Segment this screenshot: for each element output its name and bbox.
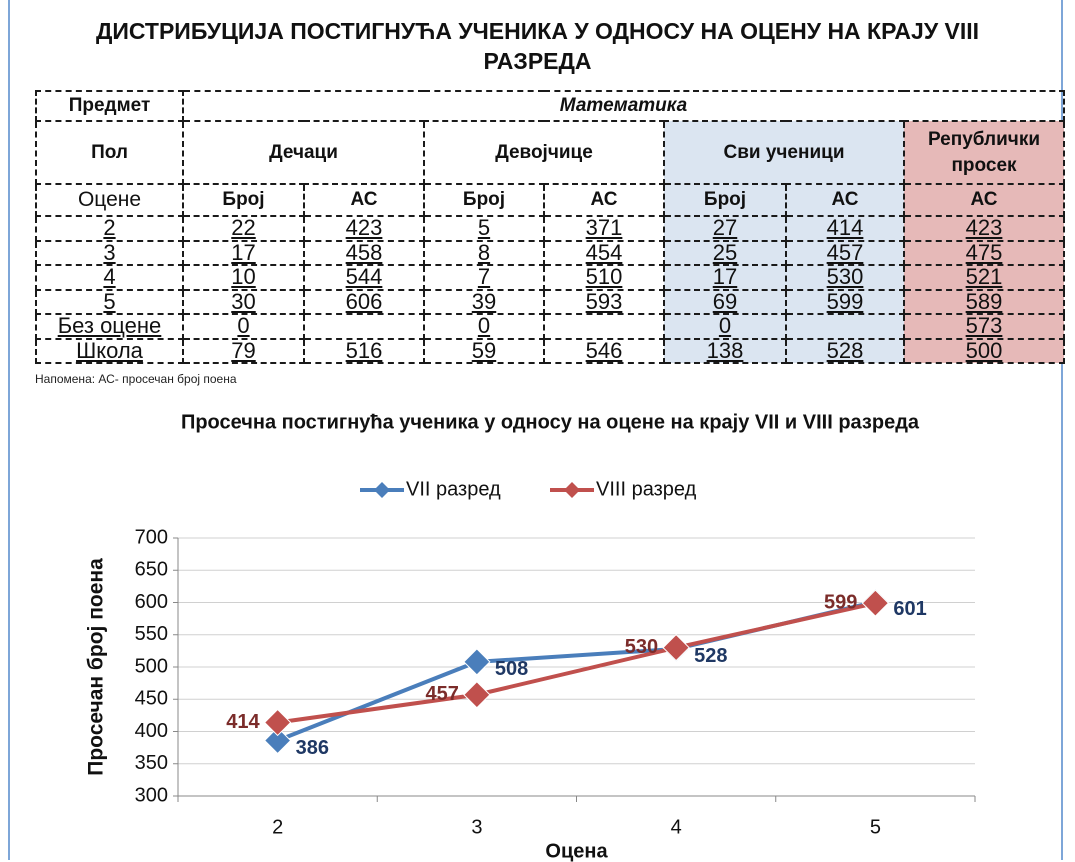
marker (263, 726, 292, 755)
y-tick-label: 550 (135, 623, 168, 645)
cell: 59 (423, 337, 545, 364)
series-line (277, 601, 876, 725)
cell: Математика (182, 90, 1065, 122)
cell: 423 (303, 215, 425, 242)
cell (543, 313, 665, 340)
cell: 500 (903, 337, 1065, 364)
cell: 5 (35, 288, 184, 315)
cell: 475 (903, 239, 1065, 266)
data-label: 528 (694, 645, 727, 667)
cell: Број (423, 183, 545, 217)
cell: Дечаци (182, 120, 425, 185)
cell: 3 (35, 239, 184, 266)
y-tick-label: 500 (135, 655, 168, 677)
cell: 516 (303, 337, 425, 364)
y-tick-label: 600 (135, 591, 168, 613)
data-label: 508 (495, 658, 528, 680)
cell: Девојчице (423, 120, 665, 185)
cell: 39 (423, 288, 545, 315)
legend-marker (374, 482, 390, 498)
cell: 22 (182, 215, 305, 242)
data-label: 599 (824, 591, 857, 613)
marker (463, 681, 491, 709)
data-label: 530 (625, 636, 658, 658)
cell: Школа (35, 337, 184, 364)
data-label: 386 (296, 737, 329, 759)
cell: 521 (903, 264, 1065, 291)
cell: 528 (785, 337, 905, 364)
x-tick-label: 5 (870, 816, 881, 838)
cell: АС (543, 183, 665, 217)
cell: Предмет (35, 90, 184, 122)
cell: 606 (303, 288, 425, 315)
title: ДИСТРИБУЦИЈА ПОСТИГНУЋА УЧЕНИКА У ОДНОСУ… (95, 18, 980, 74)
cell: 79 (182, 337, 305, 364)
legend-label: VIII разред (596, 478, 697, 500)
cell: 2 (35, 215, 184, 242)
chart-title: Просечна постигнућа ученика у односу на … (181, 411, 920, 433)
legend-marker (564, 482, 580, 498)
cell: Републички просек (903, 120, 1065, 185)
cell: 17 (182, 239, 305, 266)
cell: Без оцене (35, 313, 184, 340)
cell: Оцене (35, 183, 184, 217)
cell: 5 (423, 215, 545, 242)
frame (8, 0, 1063, 860)
y-tick-label: 700 (135, 526, 168, 548)
y-tick-label: 350 (135, 752, 168, 774)
y-tick-label: 400 (135, 720, 168, 742)
cell: АС (903, 183, 1065, 217)
cell: 27 (663, 215, 787, 242)
marker (463, 648, 491, 676)
cell: Број (182, 183, 305, 217)
cell: 25 (663, 239, 787, 266)
marker (263, 708, 292, 737)
cell: 589 (903, 288, 1065, 315)
data-label: 601 (893, 598, 926, 620)
data-label: 457 (426, 683, 459, 705)
cell: АС (785, 183, 905, 217)
y-axis-title: Просечан број поена (85, 558, 108, 776)
cell: 530 (785, 264, 905, 291)
marker (861, 589, 890, 617)
note: Напомена: АС- просечан број поена (35, 372, 237, 386)
legend-label: VII разред (406, 478, 501, 500)
cell: АС (303, 183, 425, 217)
x-axis-title: Оцена (545, 840, 608, 862)
x-tick-label: 4 (671, 816, 682, 838)
cell: Пол (35, 120, 184, 185)
cell: 138 (663, 337, 787, 364)
x-tick-label: 3 (471, 816, 482, 838)
cell: 573 (903, 313, 1065, 340)
cell: 546 (543, 337, 665, 364)
y-tick-label: 300 (135, 784, 168, 806)
cell: 423 (903, 215, 1065, 242)
cell: 414 (785, 215, 905, 242)
x-tick-label: 2 (272, 816, 283, 838)
cell: Број (663, 183, 787, 217)
marker (662, 633, 690, 662)
cell: 371 (543, 215, 665, 242)
y-tick-label: 450 (135, 688, 168, 710)
table: Предмет Математика Пол Дечаци Девојчице С… (35, 90, 1065, 364)
y-tick-label: 650 (135, 559, 168, 581)
cell: Сви ученици (663, 120, 905, 185)
data-label: 414 (226, 711, 260, 733)
